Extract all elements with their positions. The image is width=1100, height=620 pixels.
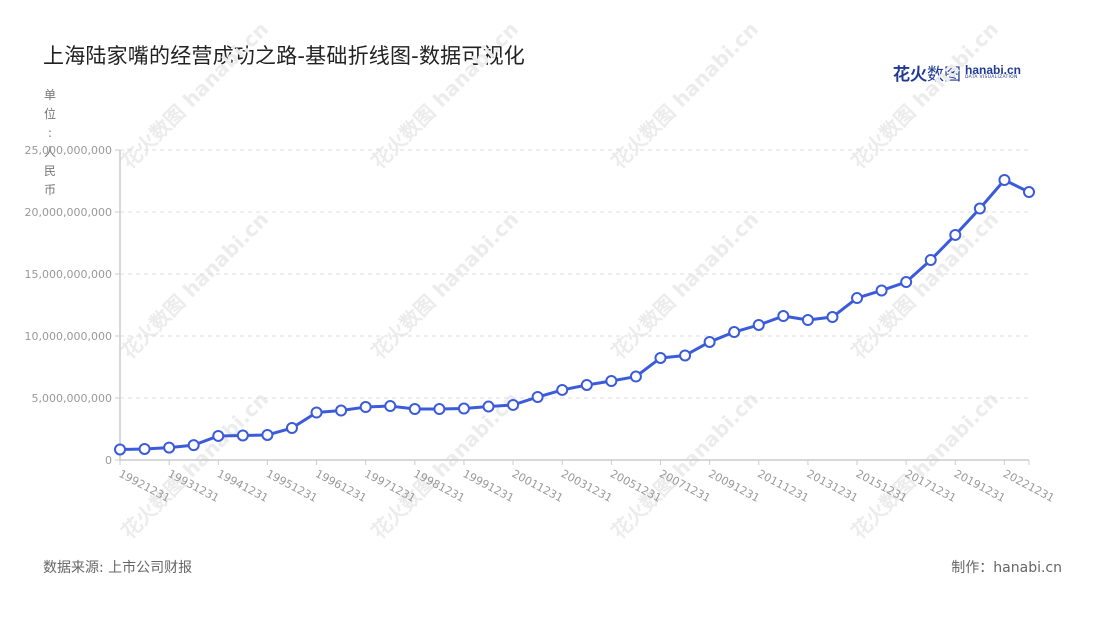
y-tick-label: 25,000,000,000 [25,144,112,157]
data-point[interactable] [801,314,814,327]
x-tick-label: 19941231 [215,467,271,505]
x-tick-label: 20011231 [510,467,566,505]
data-point[interactable] [580,378,593,391]
y-tick-label: 5,000,000,000 [32,392,112,405]
data-point[interactable] [359,401,372,414]
watermark: 花火数图 hanabi.cn [607,207,763,363]
data-point[interactable] [703,335,716,348]
x-tick-label: 20091231 [706,467,762,505]
chart-title: 上海陆家嘴的经营成功之路-基础折线图-数据可视化 [43,44,525,68]
data-point[interactable] [875,284,888,297]
x-tick-label: 19951231 [264,467,320,505]
data-point[interactable] [433,403,446,416]
logo-en: hanabi.cn DATA VISUALIZATION [965,63,1022,81]
data-point[interactable] [457,402,470,415]
x-tick-label: 20191231 [952,467,1008,505]
y-tick-label: 0 [105,454,112,467]
data-point[interactable] [900,276,913,289]
y-axis-unit-label: 单位:人民币 [43,88,56,197]
x-tick-label: 19991231 [461,467,517,505]
data-point[interactable] [114,443,126,456]
watermark: 花火数图 hanabi.cn [367,207,523,363]
data-point[interactable] [408,403,421,416]
y-tick-label: 15,000,000,000 [25,268,112,281]
credit: 制作：hanabi.cn [951,560,1062,576]
watermark: 花火数图 hanabi.cn [607,387,763,543]
x-tick-label: 20131231 [804,467,860,505]
data-point[interactable] [629,370,642,383]
data-point[interactable] [236,429,249,442]
data-point[interactable] [507,398,520,411]
y-tick-label: 20,000,000,000 [25,206,112,219]
data-point[interactable] [777,310,790,323]
logo-cn: 花火数图 [893,65,961,85]
x-tick-label: 20111231 [755,467,811,505]
data-point[interactable] [851,292,864,305]
data-point[interactable] [752,318,765,331]
y-tick-label: 10,000,000,000 [25,330,112,343]
watermark: 花火数图 hanabi.cn [847,207,1003,363]
data-point[interactable] [556,383,569,396]
watermark: 花火数图 hanabi.cn [117,207,273,363]
data-point[interactable] [187,439,200,452]
data-point[interactable] [679,349,692,362]
data-point[interactable] [654,351,667,364]
brand-logo: 花火数图 hanabi.cn DATA VISUALIZATION [893,60,1021,85]
x-tick-label: 20221231 [1001,467,1057,505]
data-source: 数据来源: 上市公司财报 [43,560,193,576]
data-point[interactable] [285,422,298,435]
data-point[interactable] [728,326,741,339]
data-point[interactable] [335,404,348,417]
data-point[interactable] [826,311,839,324]
x-tick-label: 19961231 [313,467,369,505]
data-point[interactable] [138,442,151,455]
data-point[interactable] [605,375,618,388]
data-point[interactable] [384,400,397,413]
watermark: 花火数图 hanabi.cn [847,387,1003,543]
x-tick-label: 20031231 [559,467,615,505]
data-point[interactable] [163,441,176,454]
data-point[interactable] [924,253,937,266]
watermark: 花火数图 hanabi.cn [117,387,273,543]
data-point[interactable] [973,202,986,215]
data-point[interactable] [531,391,544,404]
data-point[interactable] [998,174,1011,187]
data-point[interactable] [310,406,323,419]
data-point[interactable] [1023,186,1035,199]
data-point[interactable] [212,429,225,442]
data-point[interactable] [261,428,274,441]
data-point[interactable] [949,228,962,241]
data-point[interactable] [482,400,495,413]
